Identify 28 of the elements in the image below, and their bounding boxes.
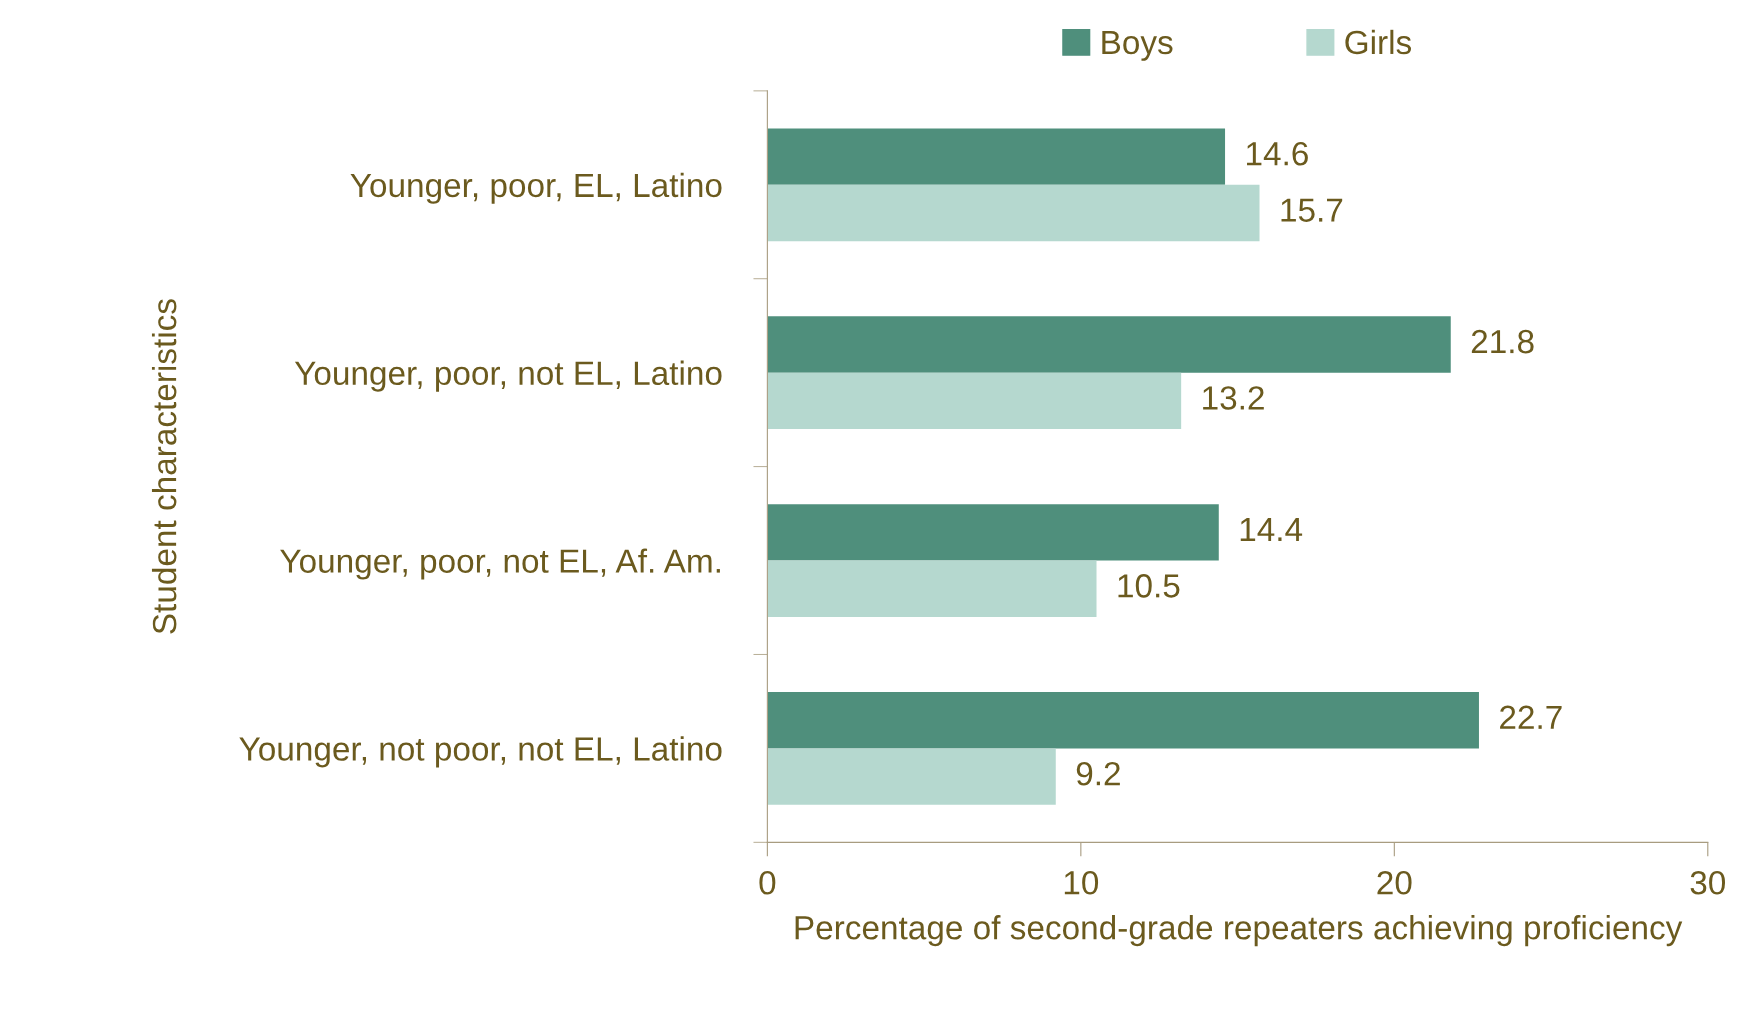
y-tick-label: Younger, poor, EL, Latino [350,172,722,204]
data-label: 14.4 [1240,518,1303,541]
data-label: 10.5 [1118,574,1180,598]
bar [767,316,1451,373]
bar [767,504,1219,561]
data-label: 14.6 [1247,141,1308,166]
bar [767,748,1056,805]
bar [767,184,1260,242]
data-label: 21.8 [1471,329,1534,354]
data-label: 22.7 [1500,705,1562,729]
legend-label: Boys [1102,31,1173,61]
y-tick-label: Younger, poor, not EL, Latino [294,360,722,392]
y-axis-title: Student characteristics [151,299,177,634]
data-label: 13.2 [1203,386,1264,410]
bar [767,128,1226,185]
y-tick-label: Younger, not poor, not EL, Latino [239,736,722,768]
y-tick-label: Younger, poor, not EL, Af. Am. [280,548,720,580]
legend-label: Girls [1345,29,1412,55]
bar [767,372,1182,430]
x-tick-label: 30 [1690,870,1726,895]
bar [767,560,1097,617]
x-tick-label: 20 [1377,870,1412,895]
x-tick-label: 0 [759,870,776,895]
bar [767,692,1479,749]
x-tick-label: 10 [1064,870,1099,895]
data-label: 9.2 [1076,761,1120,786]
x-axis-title: Percentage of second-grade repeaters achieving proficiency [795,915,1683,947]
data-label: 15.7 [1281,198,1343,222]
